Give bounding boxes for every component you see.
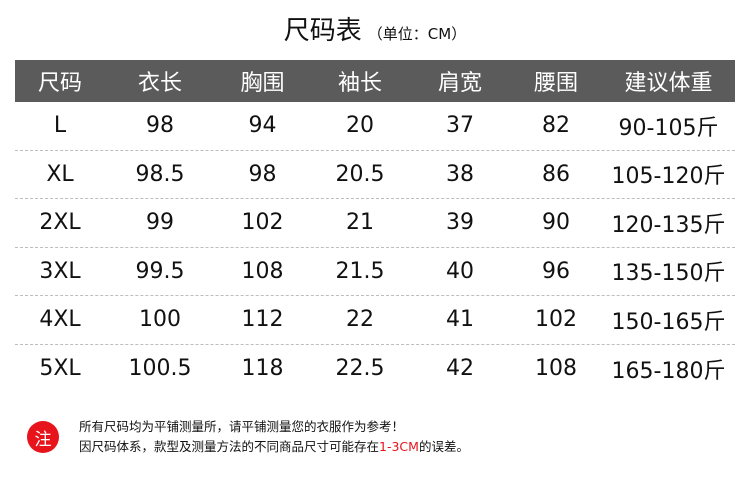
table-cell: 86 — [542, 161, 570, 187]
table-cell: XL — [46, 161, 74, 187]
note: 注 所有尺码均为平铺测量所，请平铺测量您的衣服作为参考！ 因尺码体系，款型及测量… — [27, 417, 469, 457]
table-cell: 120-135斤 — [611, 212, 726, 238]
table-cell: 22 — [346, 307, 374, 333]
table-cell: 90 — [542, 210, 570, 236]
table-cell: 118 — [241, 356, 284, 382]
table-cell: 39 — [446, 210, 474, 236]
table-cell: 40 — [446, 258, 474, 284]
table-cell: 41 — [446, 307, 474, 333]
note-highlight: 1-3CM — [379, 439, 419, 454]
table-cell: 99.5 — [135, 258, 185, 284]
table-cell: 37 — [446, 113, 474, 139]
table-cell: 108 — [535, 356, 577, 382]
note-line-1: 所有尺码均为平铺测量所，请平铺测量您的衣服作为参考！ — [79, 419, 405, 434]
table-cell: 108 — [241, 258, 284, 284]
header-cell: 尺码 — [37, 71, 82, 96]
table-cell: 98 — [146, 113, 174, 139]
table-row: 4XL 100 112 22 41 102 150-165斤 — [15, 296, 735, 345]
table-cell: L — [53, 113, 67, 139]
note-badge: 注 — [27, 421, 59, 453]
table-cell: 20 — [346, 113, 374, 139]
table-cell: 22.5 — [335, 356, 385, 382]
chart-title: 尺码表 （单位：CM） — [0, 10, 750, 47]
table-cell: 102 — [535, 307, 577, 333]
table-cell: 38 — [446, 161, 474, 187]
table-row: 3XL 99.5 108 21.5 40 96 135-150斤 — [15, 248, 735, 296]
table-cell: 82 — [542, 113, 570, 139]
table-cell: 112 — [241, 307, 284, 333]
table-cell: 100 — [139, 307, 181, 333]
table-cell: 135-150斤 — [611, 261, 726, 287]
table-cell: 21 — [346, 210, 374, 236]
header-cell: 袖长 — [337, 71, 382, 96]
table-header: 尺码 衣长 胸围 袖长 肩宽 腰围 建议体重 — [15, 60, 735, 102]
table-cell: 98.5 — [135, 161, 185, 187]
table-cell: 99 — [146, 210, 174, 236]
table-cell: 4XL — [39, 307, 81, 333]
note-line-2: 因尺码体系，款型及测量方法的不同商品尺寸可能存在1-3CM的误差。 — [79, 437, 469, 457]
table-row: 2XL 99 102 21 39 90 120-135斤 — [15, 199, 735, 248]
table-cell: 102 — [241, 210, 284, 236]
title-main: 尺码表 — [283, 16, 362, 46]
table-cell: 3XL — [39, 258, 81, 284]
table-cell: 100.5 — [128, 356, 192, 382]
note-line-2-end: 的误差。 — [418, 439, 469, 454]
table-cell: 94 — [248, 113, 277, 139]
table-body: L 98 94 20 37 82 90-105斤 XL 98.5 98 20.5 38 86 105-12… — [15, 102, 735, 393]
title-unit: （单位：CM） — [367, 25, 467, 43]
table-cell: 21.5 — [335, 258, 385, 284]
note-text: 所有尺码均为平铺测量所，请平铺测量您的衣服作为参考！ 因尺码体系，款型及测量方法… — [79, 417, 469, 457]
table-cell: 5XL — [39, 356, 81, 382]
table-row: XL 98.5 98 20.5 38 86 105-120斤 — [15, 151, 735, 199]
header-cell: 建议体重 — [624, 71, 713, 96]
table-cell: 150-165斤 — [611, 309, 726, 335]
table-cell: 105-120斤 — [611, 164, 726, 190]
header-cell: 腰围 — [533, 71, 578, 96]
size-table: 尺码 衣长 胸围 袖长 肩宽 腰围 建议体重 L 98 94 20 37 82 90-105… — [15, 60, 735, 393]
header-cell: 肩宽 — [437, 71, 482, 96]
note-line-2-text: 因尺码体系，款型及测量方法的不同商品尺寸可能存在 — [79, 439, 380, 454]
table-cell: 96 — [542, 258, 570, 284]
table-cell: 2XL — [39, 210, 81, 236]
header-cell: 胸围 — [240, 71, 285, 96]
table-row: 5XL 100.5 118 22.5 42 108 165-180斤 — [15, 345, 735, 394]
table-cell: 42 — [446, 356, 474, 382]
table-cell: 98 — [248, 161, 277, 187]
table-cell: 20.5 — [335, 161, 385, 187]
header-cell: 衣长 — [137, 71, 182, 96]
table-row: L 98 94 20 37 82 90-105斤 — [15, 102, 735, 151]
table-cell: 90-105斤 — [618, 115, 719, 141]
table-cell: 165-180斤 — [611, 358, 726, 384]
